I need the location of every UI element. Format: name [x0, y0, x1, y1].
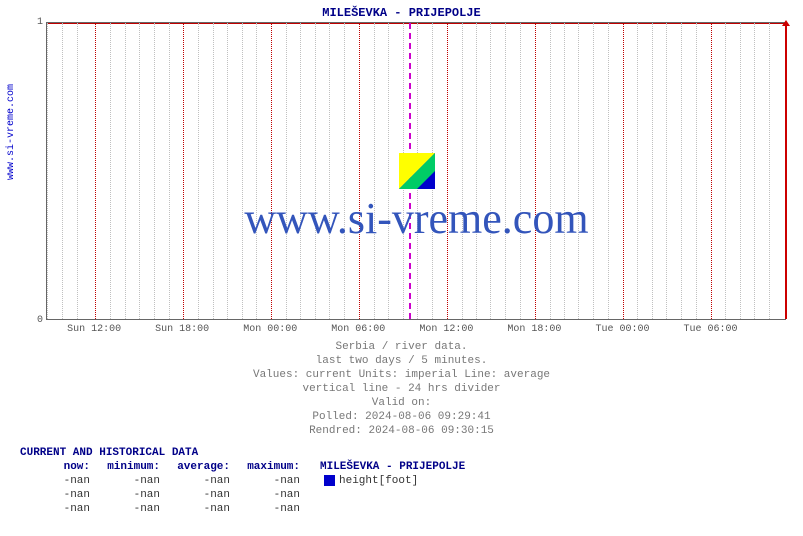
grid-minor: [154, 23, 155, 319]
grid-major: [359, 23, 360, 319]
grid-minor: [476, 23, 477, 319]
data-cell: -nan: [230, 474, 300, 488]
grid-minor: [256, 23, 257, 319]
unit-label: height[foot]: [339, 475, 418, 487]
grid-major: [183, 23, 184, 319]
grid-minor: [608, 23, 609, 319]
data-cell: -nan: [90, 488, 160, 502]
data-table-header: CURRENT AND HISTORICAL DATA: [20, 446, 465, 460]
grid-minor: [652, 23, 653, 319]
grid-minor: [681, 23, 682, 319]
grid-major: [535, 23, 536, 319]
grid-major: [711, 23, 712, 319]
grid-minor: [125, 23, 126, 319]
grid-minor: [696, 23, 697, 319]
data-cell: -nan: [160, 502, 230, 516]
col-head: average:: [160, 460, 230, 474]
end-marker-arrow: [782, 20, 790, 26]
grid-minor: [769, 23, 770, 319]
grid-minor: [77, 23, 78, 319]
info-line: Rendred: 2024-08-06 09:30:15: [0, 424, 803, 438]
series-name: MILEŠEVKA - PRIJEPOLJE: [320, 460, 465, 474]
grid-minor: [564, 23, 565, 319]
xtick-label: Mon 06:00: [331, 324, 385, 335]
table-row: -nan-nan-nan-nan: [20, 488, 465, 502]
yaxis-label: www.si-vreme.com: [6, 84, 17, 180]
xtick-label: Mon 18:00: [507, 324, 561, 335]
data-cell: -nan: [230, 488, 300, 502]
info-line: vertical line - 24 hrs divider: [0, 382, 803, 396]
info-line: Valid on:: [0, 396, 803, 410]
grid-minor: [329, 23, 330, 319]
grid-minor: [578, 23, 579, 319]
xtick-label: Mon 00:00: [243, 324, 297, 335]
table-row: -nan-nan-nan-nan: [20, 502, 465, 516]
info-block: Serbia / river data.last two days / 5 mi…: [0, 340, 803, 438]
xtick-label: Sun 12:00: [67, 324, 121, 335]
grid-minor: [740, 23, 741, 319]
grid-minor: [300, 23, 301, 319]
data-cell: -nan: [160, 488, 230, 502]
grid-major: [447, 23, 448, 319]
data-cell: -nan: [230, 502, 300, 516]
grid-minor: [637, 23, 638, 319]
grid-minor: [593, 23, 594, 319]
xtick-label: Mon 12:00: [419, 324, 473, 335]
grid-minor: [315, 23, 316, 319]
xtick-label: Tue 00:00: [595, 324, 649, 335]
table-row: -nan-nan-nan-nanheight[foot]: [20, 474, 465, 488]
grid-minor: [227, 23, 228, 319]
grid-minor: [62, 23, 63, 319]
watermark-logo-icon: [399, 153, 435, 189]
grid-minor: [725, 23, 726, 319]
col-head: maximum:: [230, 460, 300, 474]
grid-minor: [344, 23, 345, 319]
plot-area: www.si-vreme.com: [46, 22, 786, 320]
grid-minor: [550, 23, 551, 319]
info-line: Serbia / river data.: [0, 340, 803, 354]
data-cell: -nan: [20, 502, 90, 516]
grid-minor: [110, 23, 111, 319]
info-line: Values: current Units: imperial Line: av…: [0, 368, 803, 382]
grid-major: [271, 23, 272, 319]
grid-minor: [520, 23, 521, 319]
data-cell: -nan: [90, 502, 160, 516]
grid-minor: [505, 23, 506, 319]
grid-minor: [169, 23, 170, 319]
ytick-label: 0: [13, 315, 43, 326]
xtick-label: Sun 18:00: [155, 324, 209, 335]
grid-minor: [213, 23, 214, 319]
end-marker: [785, 23, 787, 319]
grid-minor: [286, 23, 287, 319]
legend-swatch-icon: [324, 475, 335, 486]
col-head: now:: [20, 460, 90, 474]
data-table: CURRENT AND HISTORICAL DATA now:minimum:…: [20, 446, 465, 516]
data-cell: -nan: [20, 474, 90, 488]
info-line: Polled: 2024-08-06 09:29:41: [0, 410, 803, 424]
chart-title: MILEŠEVKA - PRIJEPOLJE: [0, 6, 803, 20]
ytick-label: 1: [13, 17, 43, 28]
data-cell: -nan: [20, 488, 90, 502]
grid-minor: [666, 23, 667, 319]
grid-major: [95, 23, 96, 319]
data-cell: -nan: [90, 474, 160, 488]
info-line: last two days / 5 minutes.: [0, 354, 803, 368]
grid-minor: [462, 23, 463, 319]
grid-major: [623, 23, 624, 319]
grid-minor: [139, 23, 140, 319]
grid-minor: [388, 23, 389, 319]
data-cell: -nan: [160, 474, 230, 488]
col-head: minimum:: [90, 460, 160, 474]
grid-minor: [754, 23, 755, 319]
grid-minor: [47, 23, 48, 319]
grid-minor: [490, 23, 491, 319]
grid-minor: [198, 23, 199, 319]
grid-minor: [242, 23, 243, 319]
xtick-label: Tue 06:00: [684, 324, 738, 335]
grid-minor: [374, 23, 375, 319]
